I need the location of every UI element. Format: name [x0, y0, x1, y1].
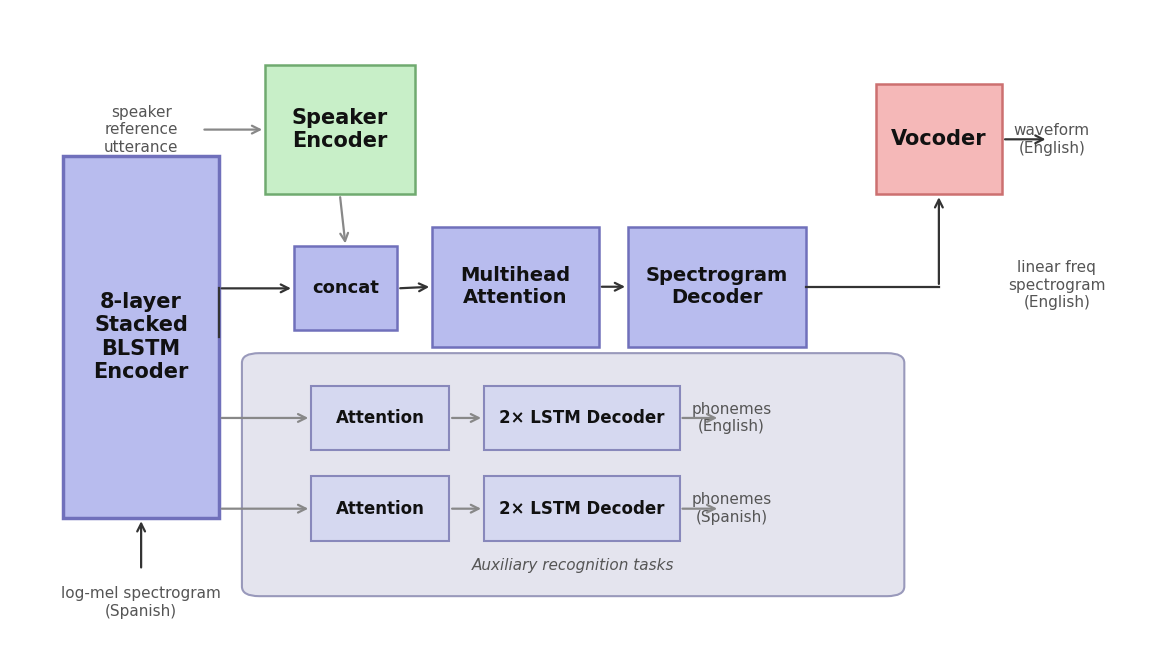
FancyBboxPatch shape — [628, 227, 806, 347]
Text: Attention: Attention — [335, 500, 425, 518]
Text: 8-layer
Stacked
BLSTM
Encoder: 8-layer Stacked BLSTM Encoder — [93, 292, 189, 382]
FancyBboxPatch shape — [311, 386, 449, 450]
Text: linear freq
spectrogram
(English): linear freq spectrogram (English) — [1008, 260, 1106, 310]
FancyBboxPatch shape — [432, 227, 599, 347]
Text: Multihead
Attention: Multihead Attention — [461, 266, 570, 307]
Text: concat: concat — [312, 279, 379, 297]
Text: Auxiliary recognition tasks: Auxiliary recognition tasks — [472, 559, 674, 573]
Text: Attention: Attention — [335, 409, 425, 427]
FancyBboxPatch shape — [294, 246, 397, 330]
Text: Vocoder: Vocoder — [890, 130, 987, 149]
Text: 2× LSTM Decoder: 2× LSTM Decoder — [499, 409, 665, 427]
Text: Speaker
Encoder: Speaker Encoder — [291, 108, 388, 151]
FancyBboxPatch shape — [484, 476, 680, 541]
Text: 2× LSTM Decoder: 2× LSTM Decoder — [499, 500, 665, 518]
FancyBboxPatch shape — [311, 476, 449, 541]
FancyBboxPatch shape — [63, 156, 219, 518]
FancyBboxPatch shape — [242, 353, 904, 596]
FancyBboxPatch shape — [484, 386, 680, 450]
FancyBboxPatch shape — [876, 84, 1002, 194]
Text: log-mel spectrogram
(Spanish): log-mel spectrogram (Spanish) — [61, 586, 220, 619]
Text: waveform
(English): waveform (English) — [1014, 123, 1090, 156]
Text: phonemes
(English): phonemes (English) — [691, 402, 772, 434]
FancyBboxPatch shape — [265, 65, 415, 194]
Text: speaker
reference
utterance: speaker reference utterance — [104, 105, 179, 154]
Text: Spectrogram
Decoder: Spectrogram Decoder — [646, 266, 788, 307]
Text: phonemes
(Spanish): phonemes (Spanish) — [691, 492, 772, 525]
